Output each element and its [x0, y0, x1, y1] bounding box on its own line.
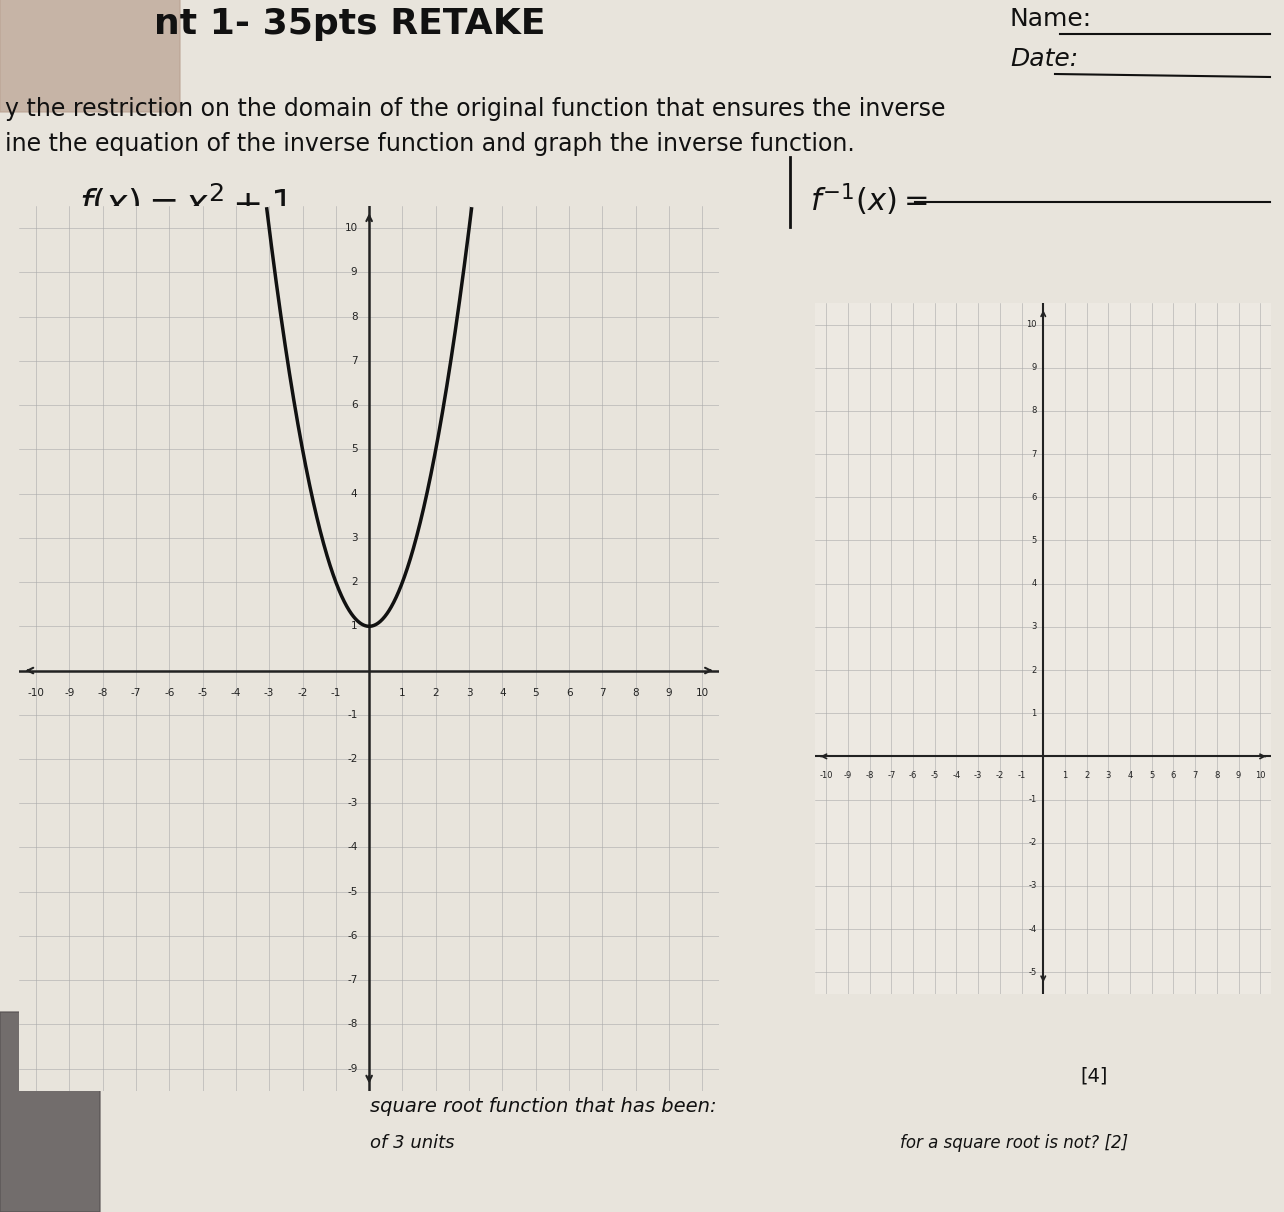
Text: -4: -4 [231, 688, 241, 698]
Text: -7: -7 [887, 772, 895, 781]
Text: -1: -1 [1017, 772, 1026, 781]
Text: 2: 2 [1031, 665, 1036, 675]
Text: -9: -9 [64, 688, 74, 698]
Text: of 3 units: of 3 units [370, 1134, 455, 1151]
Text: -1: -1 [347, 710, 357, 720]
Text: 7: 7 [1193, 772, 1198, 781]
Text: -7: -7 [131, 688, 141, 698]
Text: 9: 9 [351, 268, 357, 278]
Text: -2: -2 [995, 772, 1004, 781]
Text: 4: 4 [1031, 579, 1036, 588]
Text: [4]: [4] [1080, 1067, 1107, 1086]
Text: 5: 5 [1149, 772, 1154, 781]
Text: -3: -3 [1028, 881, 1036, 891]
Text: -8: -8 [98, 688, 108, 698]
Text: -4: -4 [953, 772, 960, 781]
Text: 6: 6 [351, 400, 357, 410]
Text: 4: 4 [351, 488, 357, 498]
Text: 10: 10 [696, 688, 709, 698]
Text: Name:: Name: [1011, 7, 1093, 32]
Text: -9: -9 [844, 772, 853, 781]
Text: -8: -8 [347, 1019, 357, 1029]
Text: 10: 10 [344, 223, 357, 233]
Text: -2: -2 [1028, 839, 1036, 847]
Text: 6: 6 [566, 688, 573, 698]
Text: 5: 5 [1031, 536, 1036, 545]
Text: 1: 1 [1031, 709, 1036, 718]
Text: -3: -3 [265, 688, 275, 698]
Text: 1: 1 [399, 688, 406, 698]
Text: -8: -8 [865, 772, 874, 781]
Text: ine the equation of the inverse function and graph the inverse function.: ine the equation of the inverse function… [5, 132, 855, 156]
Text: -5: -5 [1028, 967, 1036, 977]
Text: -2: -2 [347, 754, 357, 764]
Text: -3: -3 [975, 772, 982, 781]
Text: 8: 8 [1031, 406, 1036, 416]
Text: 6: 6 [1171, 772, 1176, 781]
Text: 3: 3 [351, 533, 357, 543]
Text: 1: 1 [351, 622, 357, 631]
Text: 7: 7 [351, 356, 357, 366]
Text: -6: -6 [909, 772, 917, 781]
Text: 4: 4 [499, 688, 506, 698]
Text: 9: 9 [1031, 364, 1036, 372]
Text: -3: -3 [347, 799, 357, 808]
Text: y the restriction on the domain of the original function that ensures the invers: y the restriction on the domain of the o… [5, 97, 945, 121]
Text: -6: -6 [164, 688, 175, 698]
Text: 8: 8 [351, 311, 357, 321]
Text: 2: 2 [1084, 772, 1089, 781]
Text: -1: -1 [331, 688, 342, 698]
Text: $f(x) = x^2 + 1$: $f(x) = x^2 + 1$ [78, 182, 291, 223]
Text: 9: 9 [665, 688, 673, 698]
Text: Date:: Date: [1011, 47, 1079, 72]
FancyBboxPatch shape [0, 0, 180, 112]
Text: -5: -5 [198, 688, 208, 698]
Text: 3: 3 [1106, 772, 1111, 781]
Text: 4: 4 [1127, 772, 1132, 781]
Text: 8: 8 [1215, 772, 1220, 781]
Text: 1: 1 [1062, 772, 1067, 781]
Text: -9: -9 [347, 1064, 357, 1074]
Text: -6: -6 [347, 931, 357, 941]
Text: 8: 8 [633, 688, 639, 698]
Text: 10: 10 [1026, 320, 1036, 330]
Text: 6: 6 [1031, 493, 1036, 502]
Text: -10: -10 [819, 772, 833, 781]
Text: 7: 7 [600, 688, 606, 698]
Text: -5: -5 [931, 772, 939, 781]
Text: 3: 3 [466, 688, 473, 698]
Text: 9: 9 [1236, 772, 1242, 781]
Text: 7: 7 [1031, 450, 1036, 458]
Text: for a square root is not? [2]: for a square root is not? [2] [900, 1134, 1129, 1151]
Text: -5: -5 [347, 887, 357, 897]
Text: -4: -4 [1028, 925, 1036, 933]
Text: -4: -4 [347, 842, 357, 852]
Text: -2: -2 [298, 688, 308, 698]
Text: -7: -7 [347, 976, 357, 985]
Text: $f^{-1}(x) =$: $f^{-1}(x) =$ [810, 182, 927, 218]
Text: -10: -10 [27, 688, 45, 698]
FancyBboxPatch shape [0, 1012, 100, 1212]
Text: -1: -1 [1028, 795, 1036, 804]
Text: nt 1- 35pts RETAKE: nt 1- 35pts RETAKE [154, 7, 546, 41]
Text: 5: 5 [351, 445, 357, 454]
Text: 2: 2 [351, 577, 357, 587]
Text: the domain: _______________: the domain: _______________ [100, 1070, 390, 1091]
Text: square root function that has been:: square root function that has been: [370, 1097, 716, 1116]
Text: 10: 10 [1254, 772, 1266, 781]
Text: 3: 3 [1031, 622, 1036, 631]
Text: 2: 2 [433, 688, 439, 698]
Text: 5: 5 [533, 688, 539, 698]
